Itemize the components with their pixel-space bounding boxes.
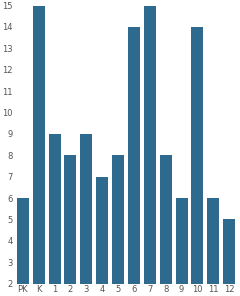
Bar bbox=[176, 198, 187, 296]
Bar bbox=[192, 27, 203, 296]
Bar bbox=[112, 155, 124, 296]
Bar bbox=[223, 219, 235, 296]
Bar bbox=[160, 155, 172, 296]
Bar bbox=[96, 177, 108, 296]
Bar bbox=[33, 6, 45, 296]
Bar bbox=[144, 6, 156, 296]
Bar bbox=[128, 27, 140, 296]
Bar bbox=[65, 155, 76, 296]
Bar bbox=[49, 134, 60, 296]
Bar bbox=[80, 134, 92, 296]
Bar bbox=[17, 198, 29, 296]
Bar bbox=[207, 198, 219, 296]
